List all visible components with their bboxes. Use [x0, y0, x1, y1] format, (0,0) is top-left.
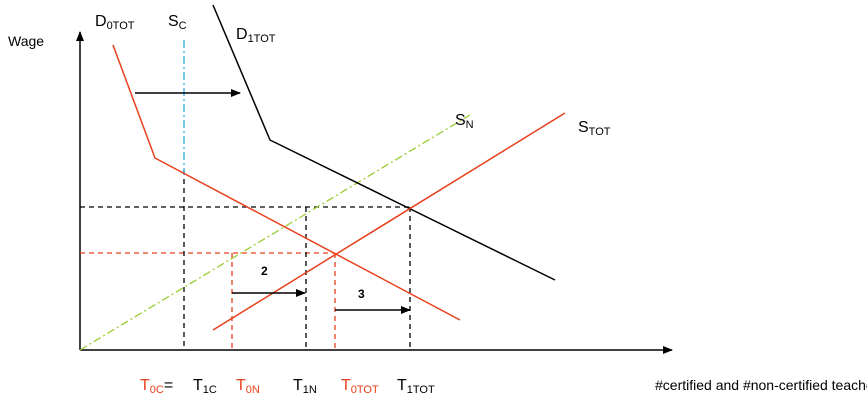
label-main: S	[578, 119, 589, 136]
label-sub: 0C	[150, 384, 164, 396]
supply-total	[212, 112, 566, 331]
curve-label: SN	[455, 112, 474, 131]
label-sub: 1TOT	[248, 33, 276, 45]
label-sub: 0N	[246, 384, 260, 396]
label-sub: 0TOT	[351, 384, 379, 396]
label-sub: N	[466, 119, 474, 131]
demand-0	[112, 44, 461, 321]
label-main: T	[193, 377, 203, 394]
curve-label: D1TOT	[236, 26, 276, 45]
label-sub: 1N	[303, 384, 317, 396]
quantity-label: T1TOT	[397, 377, 435, 396]
supply-noncertified	[79, 114, 471, 351]
quantity-label: T0TOT	[341, 377, 379, 396]
curve-label: STOT	[578, 119, 611, 138]
label-main: T	[341, 377, 351, 394]
curve-label: D0TOT	[95, 13, 135, 32]
label-main: T	[140, 377, 150, 394]
label-sub: 1TOT	[407, 384, 435, 396]
label-suffix: =	[164, 377, 173, 394]
guides	[80, 170, 411, 350]
x-axis-label: #certified and #non-certified teachers	[655, 377, 867, 393]
label-main: T	[293, 377, 303, 394]
label-sub: 1C	[203, 384, 217, 396]
quantity-label: T1C	[193, 377, 217, 396]
label-sub: C	[179, 20, 187, 32]
quantity-label: T0N	[236, 377, 260, 396]
curve-label: SC	[168, 13, 187, 32]
quantity-label: T1N	[293, 377, 317, 396]
label-sub: TOT	[589, 126, 611, 138]
label-main: S	[455, 112, 466, 129]
label-main: D	[236, 26, 248, 43]
label-main: D	[95, 13, 107, 30]
arrow-label: 3	[358, 287, 365, 301]
quantity-label: T0C=	[140, 377, 173, 396]
demand-1	[212, 4, 556, 281]
arrow-label: 2	[261, 264, 268, 278]
label-main: T	[397, 377, 407, 394]
label-sub: 0TOT	[107, 20, 135, 32]
label-main: S	[168, 13, 179, 30]
y-axis-label: Wage	[8, 33, 44, 49]
label-main: T	[236, 377, 246, 394]
